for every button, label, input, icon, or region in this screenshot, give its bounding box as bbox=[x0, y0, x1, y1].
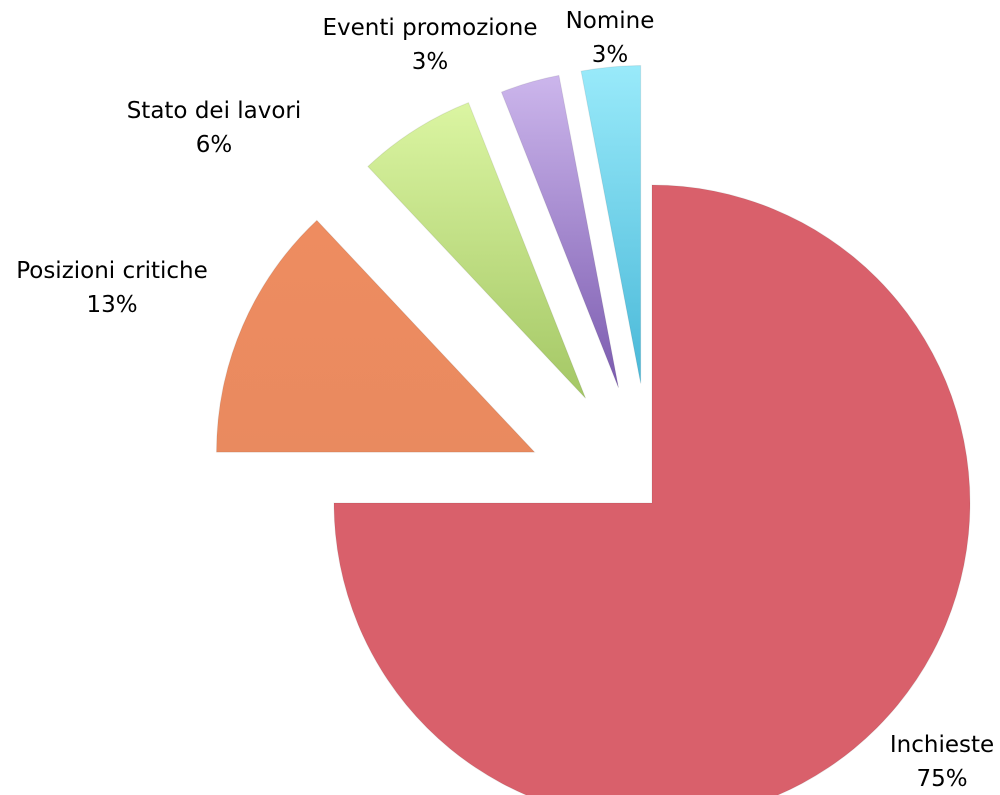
pie-slice-eventi-promozione bbox=[500, 74, 620, 388]
slice-value-posizioni-critiche: 13% bbox=[86, 292, 137, 318]
slice-labels: Inchieste 75% Posizioni critiche 13% Stato d… bbox=[16, 8, 994, 792]
slice-label-inchieste: Inchieste bbox=[890, 732, 994, 758]
pie-slice-stato-dei-lavori bbox=[367, 101, 587, 399]
slice-value-inchieste: 75% bbox=[916, 766, 967, 792]
slice-label-posizioni-critiche: Posizioni critiche bbox=[16, 258, 208, 284]
slice-value-eventi-promozione: 3% bbox=[412, 49, 449, 75]
pie-slice-posizioni-critiche bbox=[216, 219, 536, 453]
slice-label-stato-dei-lavori: Stato dei lavori bbox=[127, 98, 302, 124]
slice-label-nomine: Nomine bbox=[566, 8, 655, 34]
pie-slices bbox=[216, 65, 971, 795]
slice-label-eventi-promozione: Eventi promozione bbox=[323, 15, 538, 41]
slice-value-nomine: 3% bbox=[592, 42, 629, 68]
pie-slice-inchieste bbox=[333, 184, 971, 795]
slice-value-stato-dei-lavori: 6% bbox=[196, 132, 233, 158]
pie-slice-nomine bbox=[580, 65, 642, 384]
